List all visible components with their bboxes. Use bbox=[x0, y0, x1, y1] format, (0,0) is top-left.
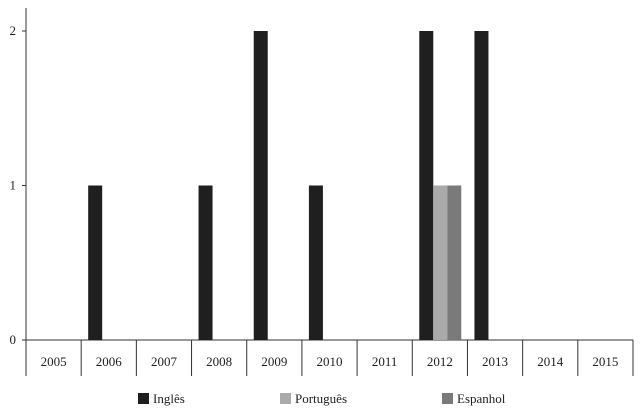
bar-espanhol-2012 bbox=[447, 185, 462, 340]
y-axis-ticks: 0 1 2 bbox=[10, 23, 26, 347]
x-tick-label: 2005 bbox=[41, 354, 67, 369]
x-tick-label: 2007 bbox=[151, 354, 178, 369]
legend-label: Espanhol bbox=[457, 391, 506, 406]
bar-português-2012 bbox=[433, 185, 448, 340]
x-tick-label: 2008 bbox=[206, 354, 232, 369]
legend-label: Inglês bbox=[153, 391, 185, 406]
bar-inglês-2013 bbox=[474, 31, 489, 340]
y-tick-label: 1 bbox=[10, 178, 17, 193]
bar-inglês-2006 bbox=[88, 185, 103, 340]
bar-inglês-2009 bbox=[253, 31, 268, 340]
x-tick-label: 2006 bbox=[96, 354, 123, 369]
legend-swatch bbox=[138, 393, 149, 404]
x-tick-label: 2015 bbox=[592, 354, 618, 369]
legend-swatch bbox=[280, 393, 291, 404]
x-tick-label: 2012 bbox=[427, 354, 453, 369]
x-tick-label: 2010 bbox=[317, 354, 343, 369]
bar-inglês-2012 bbox=[419, 31, 434, 340]
legend-label: Português bbox=[295, 391, 347, 406]
legend-swatch bbox=[442, 393, 453, 404]
bar-inglês-2010 bbox=[308, 185, 323, 340]
y-tick-label: 0 bbox=[10, 332, 17, 347]
y-tick-label: 2 bbox=[10, 23, 17, 38]
chart-legend: Inglês Português Espanhol bbox=[138, 391, 506, 406]
x-tick-label: 2014 bbox=[537, 354, 564, 369]
bar-inglês-2008 bbox=[198, 185, 213, 340]
chart-bars bbox=[88, 31, 489, 340]
chart-axes bbox=[25, 8, 633, 341]
x-tick-label: 2013 bbox=[482, 354, 508, 369]
x-tick-label: 2011 bbox=[372, 354, 398, 369]
x-axis-ticks: 2005 2006 2007 2008 2009 2010 2011 2012 2013 2014… bbox=[25, 340, 634, 376]
x-tick-label: 2009 bbox=[261, 354, 287, 369]
